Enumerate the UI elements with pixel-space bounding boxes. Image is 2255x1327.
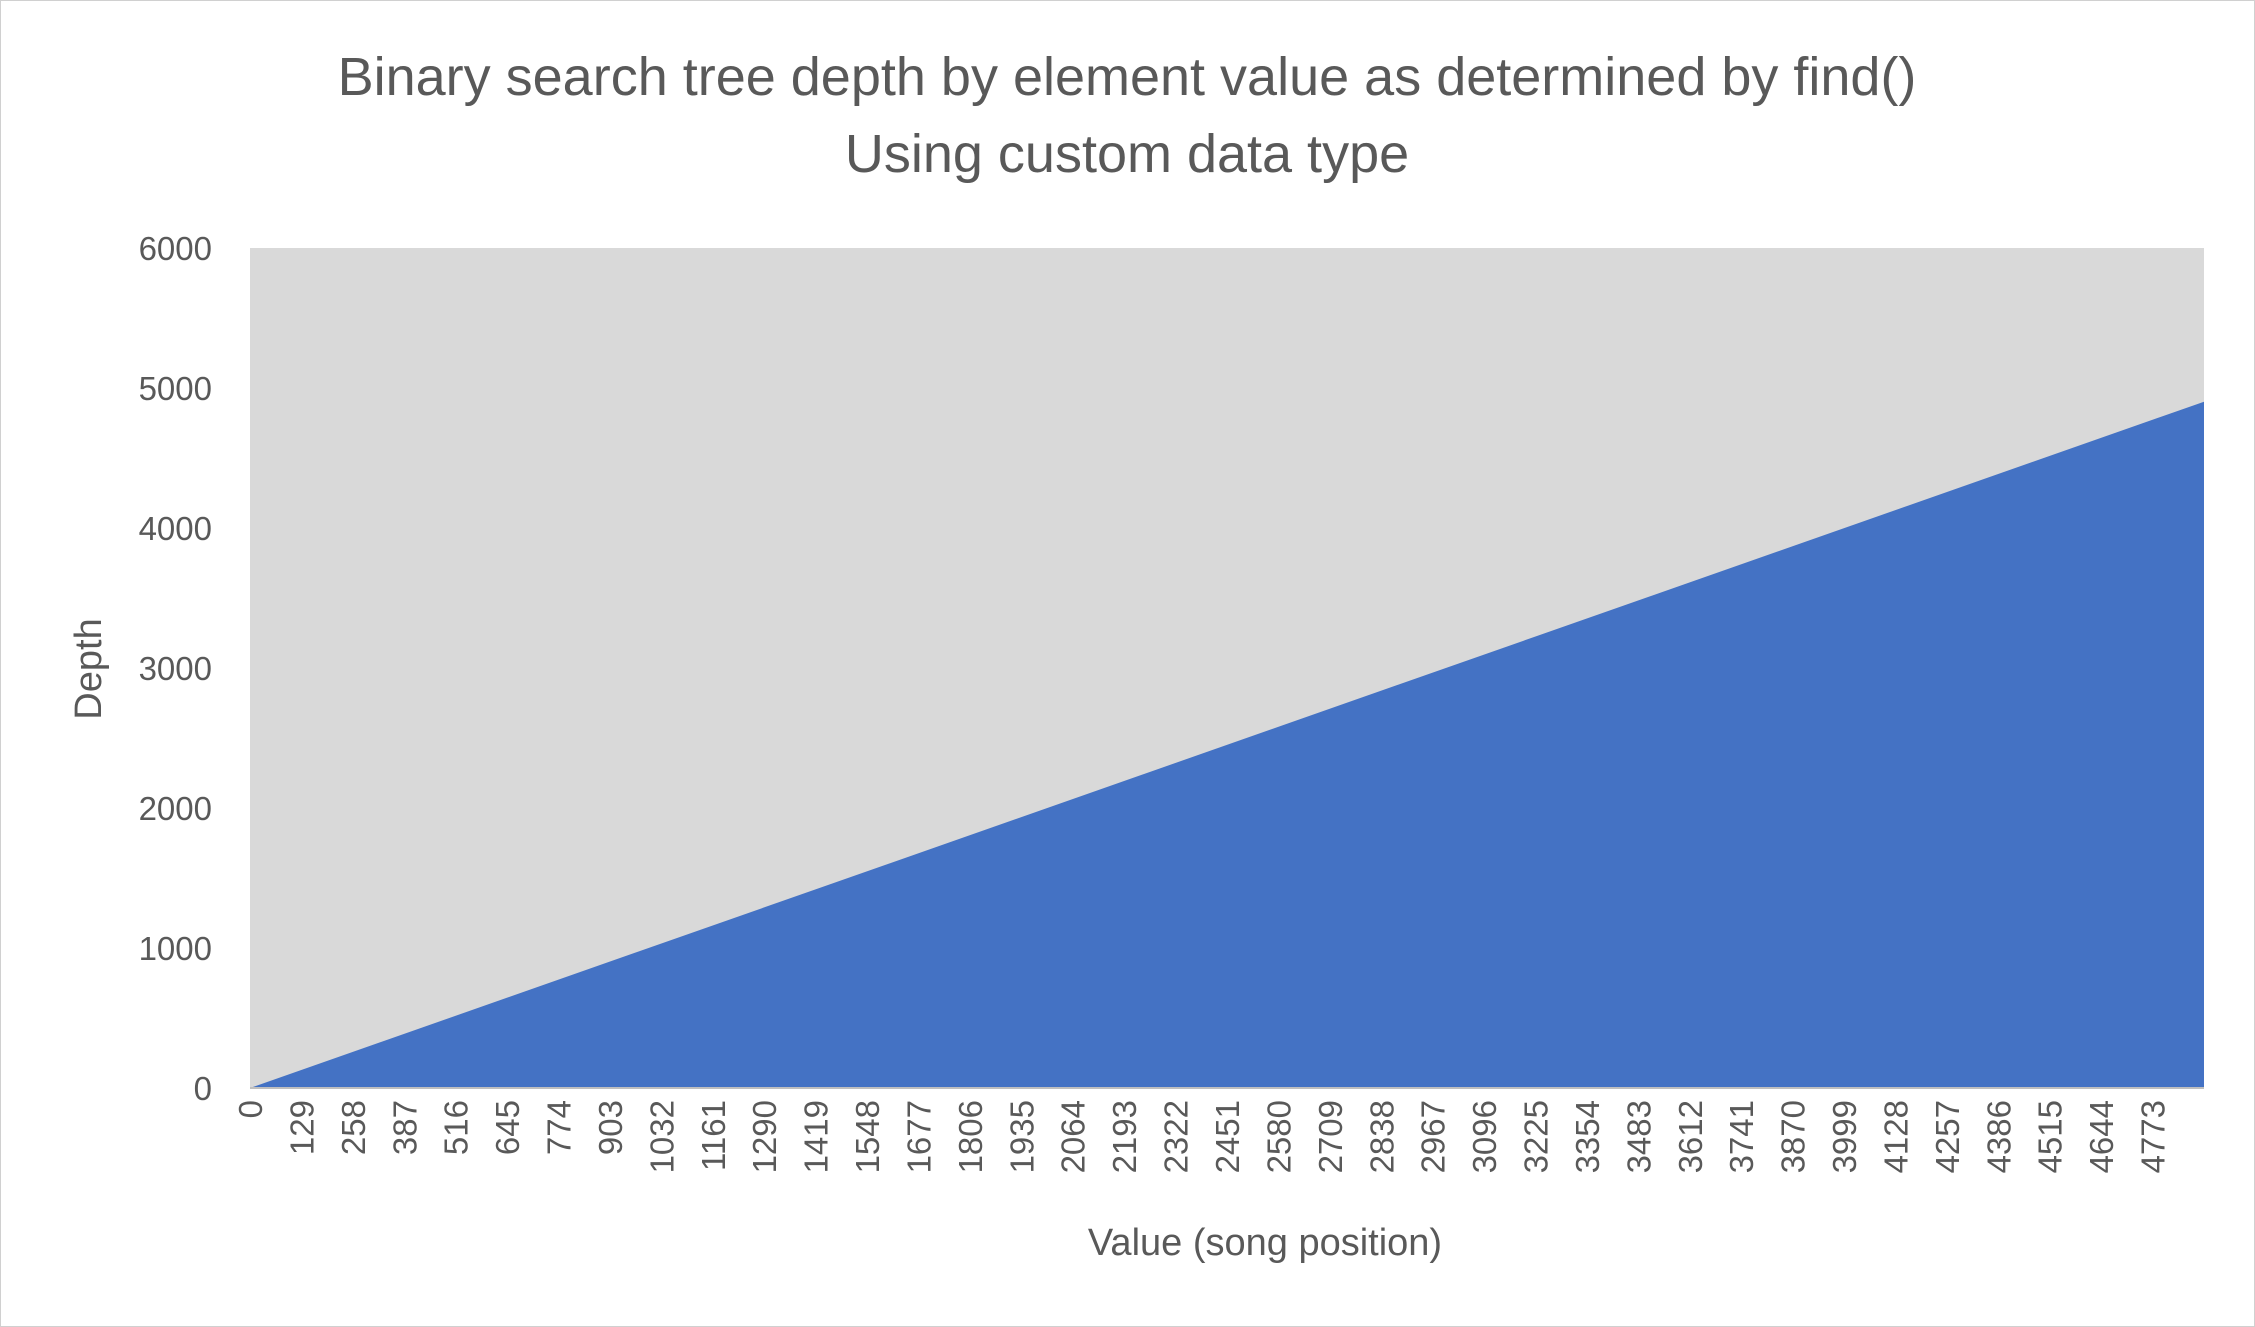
y-tick-label: 2000 — [139, 790, 212, 827]
x-tick-label: 387 — [386, 1100, 423, 1155]
x-tick-label: 3096 — [1466, 1100, 1503, 1173]
x-tick-label: 2580 — [1260, 1100, 1297, 1173]
x-tick-label: 645 — [489, 1100, 526, 1155]
x-tick-label: 903 — [592, 1100, 629, 1155]
x-tick-label: 1677 — [900, 1100, 937, 1173]
y-tick-label: 5000 — [139, 370, 212, 407]
x-tick-label: 774 — [541, 1100, 578, 1155]
x-tick-label: 1290 — [746, 1100, 783, 1173]
x-tick-label: 3225 — [1518, 1100, 1555, 1173]
y-tick-label: 4000 — [139, 510, 212, 547]
x-tick-label: 3483 — [1620, 1100, 1657, 1173]
x-tick-label: 2193 — [1106, 1100, 1143, 1173]
x-tick-label: 3870 — [1775, 1100, 1812, 1173]
x-tick-label: 3999 — [1826, 1100, 1863, 1173]
x-tick-label: 4128 — [1877, 1100, 1914, 1173]
x-tick-label: 1032 — [643, 1100, 680, 1173]
x-tick-label: 3354 — [1569, 1100, 1606, 1173]
chart-title: Binary search tree depth by element valu… — [338, 47, 1917, 107]
x-tick-label: 1161 — [695, 1100, 732, 1171]
x-tick-label: 1548 — [849, 1100, 886, 1173]
y-axis-ticks: 0 1000 2000 3000 4000 5000 6000 — [139, 230, 212, 1107]
x-tick-label: 2451 — [1209, 1100, 1246, 1173]
x-tick-label: 4386 — [1980, 1100, 2017, 1173]
x-tick-label: 2064 — [1055, 1100, 1092, 1173]
x-tick-label: 4257 — [1929, 1100, 1966, 1173]
x-tick-label: 3741 — [1723, 1100, 1760, 1173]
x-tick-label: 2967 — [1415, 1100, 1452, 1173]
x-tick-label: 258 — [335, 1100, 372, 1155]
x-tick-label: 1935 — [1003, 1100, 1040, 1173]
x-tick-label: 2322 — [1158, 1100, 1195, 1173]
y-axis-label: Depth — [68, 618, 110, 719]
x-tick-label: 129 — [283, 1100, 320, 1155]
x-tick-label: 1419 — [798, 1100, 835, 1173]
y-tick-label: 1000 — [139, 930, 212, 967]
depth-area — [250, 401, 2204, 1089]
x-tick-label: 4773 — [2135, 1100, 2172, 1173]
y-tick-label: 6000 — [139, 230, 212, 267]
x-tick-label: 3612 — [1672, 1100, 1709, 1173]
chart-subtitle: Using custom data type — [845, 124, 1409, 184]
y-tick-label: 3000 — [139, 650, 212, 687]
x-tick-label: 516 — [438, 1100, 475, 1155]
x-tick-label: 2838 — [1363, 1100, 1400, 1173]
x-tick-label: 1806 — [952, 1100, 989, 1173]
y-tick-label: 0 — [194, 1070, 212, 1107]
x-tick-label: 2709 — [1312, 1100, 1349, 1173]
x-tick-label: 4515 — [2032, 1100, 2069, 1173]
x-tick-label: 4644 — [2083, 1100, 2120, 1173]
x-tick-label: 0 — [232, 1100, 269, 1118]
x-axis-ticks: 0 129 258 387 516 645 774 903 1032 1161 1290 1419 15… — [232, 1100, 2172, 1173]
x-axis-label: Value (song position) — [1088, 1222, 1442, 1264]
